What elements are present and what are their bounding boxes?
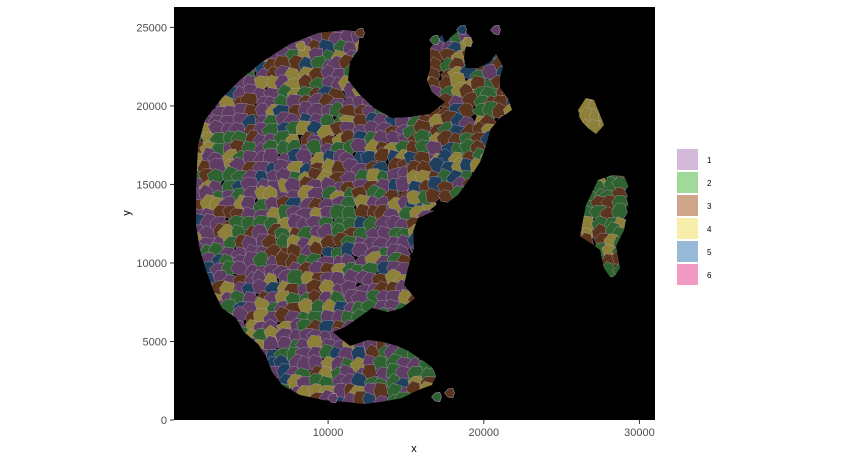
- cell-patches: [196, 28, 630, 404]
- x-tick-label: 20000: [468, 427, 499, 439]
- cell-patch: [295, 40, 306, 52]
- legend-label-3: 3: [707, 202, 712, 211]
- cell-patch: [462, 36, 473, 48]
- legend-label-1: 1: [707, 156, 712, 165]
- cell-patch: [362, 391, 377, 404]
- y-tick-label: 10000: [136, 258, 167, 270]
- cell-patch: [490, 24, 501, 36]
- x-axis: 10000 20000 30000: [313, 420, 655, 439]
- y-axis-title: y: [121, 210, 133, 216]
- legend-key-5: [677, 241, 698, 262]
- legend: 1 2 3 4 5 6: [677, 149, 712, 285]
- x-tick-label: 30000: [624, 427, 655, 439]
- x-tick-label: 10000: [313, 427, 344, 439]
- cell-patch: [431, 391, 442, 403]
- cell-patch: [429, 34, 440, 46]
- legend-label-4: 4: [707, 225, 712, 234]
- cell-patch: [406, 189, 424, 205]
- cell-patch: [263, 148, 280, 164]
- cell-patch: [327, 392, 338, 404]
- detached-cells: [295, 24, 501, 404]
- legend-label-6: 6: [707, 271, 712, 280]
- cell-patch: [354, 27, 365, 39]
- legend-key-3: [677, 195, 698, 216]
- legend-key-1: [677, 149, 698, 170]
- y-axis: 0 5000 10000 15000 20000 25000: [136, 22, 174, 427]
- cell-patch: [444, 387, 455, 399]
- cell-patch: [425, 187, 442, 203]
- legend-key-6: [677, 264, 698, 285]
- legend-label-2: 2: [707, 179, 712, 188]
- y-tick-label: 25000: [136, 22, 167, 34]
- legend-key-2: [677, 172, 698, 193]
- x-axis-title: x: [411, 443, 417, 455]
- y-tick-label: 0: [161, 415, 167, 427]
- y-tick-label: 15000: [136, 179, 167, 191]
- y-tick-label: 20000: [136, 101, 167, 113]
- legend-key-4: [677, 218, 698, 239]
- y-tick-label: 5000: [143, 336, 167, 348]
- cell-patch: [456, 24, 467, 36]
- legend-label-5: 5: [707, 248, 712, 257]
